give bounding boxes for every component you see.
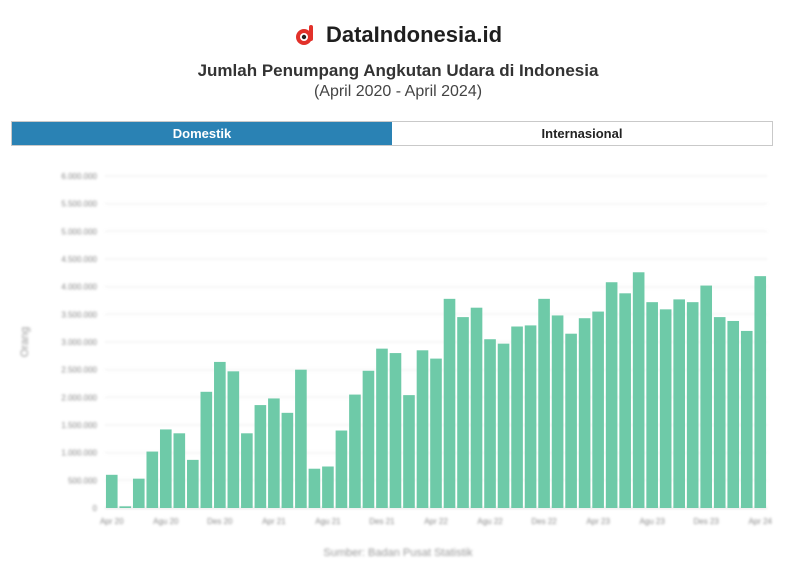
tab-domestik[interactable]: Domestik [12, 122, 392, 145]
y-axis: 0 500.000 1.000.000 1.500.000 2.000.000 2.500… [61, 172, 97, 513]
chart-title: Jumlah Penumpang Angkutan Udara di Indon… [197, 61, 599, 80]
bar[interactable] [241, 433, 253, 508]
bar[interactable] [551, 315, 564, 508]
bar[interactable] [362, 370, 375, 508]
bar[interactable] [754, 276, 767, 508]
bar[interactable] [322, 466, 334, 509]
y-tick-label: 6.000.000 [61, 172, 97, 181]
x-tick-label: Apr 21 [262, 517, 286, 526]
x-tick-label: Apr 23 [586, 517, 610, 526]
bar[interactable] [416, 350, 429, 508]
x-tick-label: Apr 24 [748, 517, 772, 526]
y-tick-label: 500.000 [68, 476, 97, 485]
bar[interactable] [686, 302, 699, 508]
x-tick-label: Agu 23 [639, 517, 665, 526]
y-tick-label: 2.000.000 [61, 393, 97, 402]
x-tick-label: Apr 22 [424, 517, 448, 526]
bar[interactable] [173, 433, 186, 508]
bar[interactable] [484, 339, 496, 508]
bar-chart: 0 500.000 1.000.000 1.500.000 2.000.000 2.500… [19, 172, 773, 526]
bar[interactable] [470, 307, 483, 508]
bar[interactable] [295, 369, 307, 508]
bar[interactable] [659, 309, 672, 508]
bar[interactable] [727, 320, 740, 508]
bar[interactable] [538, 298, 550, 508]
x-tick-label: Des 22 [531, 517, 557, 526]
y-axis-label: Orang [19, 327, 31, 358]
y-tick-label: 5.000.000 [61, 227, 97, 236]
bar[interactable] [632, 272, 645, 508]
x-tick-label: Apr 20 [100, 517, 124, 526]
bar[interactable] [281, 412, 294, 508]
bar[interactable] [227, 371, 240, 508]
bar[interactable] [159, 429, 172, 508]
bar[interactable] [700, 285, 713, 508]
y-tick-label: 3.500.000 [61, 310, 97, 319]
chart-subtitle: (April 2020 - April 2024) [313, 83, 483, 100]
tab-bar: Domestik Internasional [11, 121, 773, 146]
bar[interactable] [565, 333, 577, 508]
bar[interactable] [146, 451, 159, 508]
bar[interactable] [335, 430, 348, 508]
bar-series [105, 272, 767, 509]
bar[interactable] [673, 299, 685, 508]
bar[interactable] [740, 330, 753, 508]
y-tick-label: 1.000.000 [61, 449, 97, 458]
x-tick-label: Agu 22 [477, 517, 503, 526]
bar[interactable] [524, 325, 537, 508]
bar[interactable] [592, 311, 604, 508]
dataindonesia-logo-icon [295, 25, 313, 45]
bar[interactable] [430, 358, 442, 508]
bar[interactable] [308, 468, 321, 508]
bar[interactable] [511, 326, 523, 508]
source-note: Sumber: Badan Pusat Statistik [323, 547, 473, 559]
bar[interactable] [187, 459, 199, 508]
bar[interactable] [268, 398, 280, 508]
y-tick-label: 3.000.000 [61, 338, 97, 347]
y-tick-label: 4.000.000 [61, 283, 97, 292]
x-tick-label: Des 21 [369, 517, 395, 526]
x-tick-label: Agu 20 [153, 517, 179, 526]
bar[interactable] [254, 405, 267, 508]
bar[interactable] [403, 395, 415, 508]
x-axis: Apr 20 Agu 20 Des 20 Apr 21 Agu 21 Des 21 Apr … [100, 517, 773, 526]
bar[interactable] [605, 282, 618, 508]
brand-name: DataIndonesia.id [325, 22, 503, 47]
bar[interactable] [376, 348, 388, 508]
y-tick-label: 5.500.000 [61, 200, 97, 209]
bar[interactable] [214, 361, 226, 508]
bar[interactable] [646, 302, 658, 508]
tab-internasional[interactable]: Internasional [392, 122, 772, 145]
y-tick-label: 1.500.000 [61, 421, 97, 430]
bar[interactable] [389, 353, 402, 508]
y-tick-label: 4.500.000 [61, 255, 97, 264]
bar[interactable] [578, 318, 591, 508]
y-tick-label: 0 [93, 504, 98, 513]
bar[interactable] [457, 317, 469, 508]
bar[interactable] [619, 293, 631, 508]
bar[interactable] [200, 391, 213, 508]
chart-header: DataIndonesia.id Jumlah Penumpang Angkut… [0, 18, 796, 101]
bar[interactable] [497, 343, 510, 508]
y-tick-label: 2.500.000 [61, 366, 97, 375]
x-tick-label: Agu 21 [315, 517, 341, 526]
bar[interactable] [132, 478, 145, 508]
bar[interactable] [119, 506, 132, 508]
x-tick-label: Des 23 [694, 517, 720, 526]
bar[interactable] [349, 394, 361, 508]
bar[interactable] [105, 474, 118, 508]
brand[interactable]: DataIndonesia.id [0, 18, 796, 52]
x-tick-label: Des 20 [207, 517, 233, 526]
bar[interactable] [443, 298, 456, 508]
bar[interactable] [713, 317, 726, 508]
